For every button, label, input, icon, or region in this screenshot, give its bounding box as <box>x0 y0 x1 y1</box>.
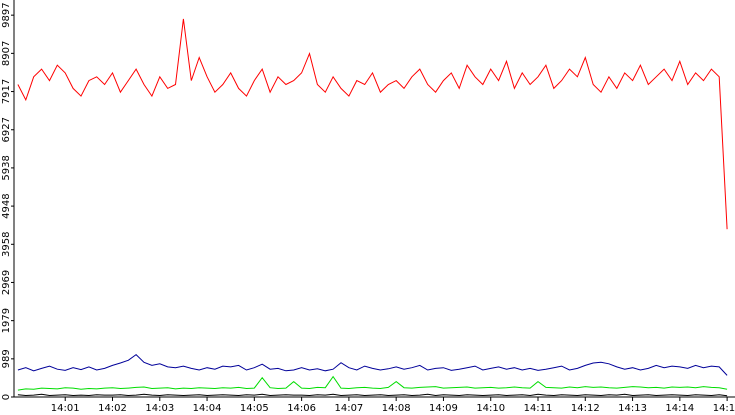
x-tick-label: 14:10 <box>476 403 505 414</box>
series-line <box>17 393 728 397</box>
y-tick-label: 6927 <box>1 117 12 142</box>
x-tick-label: 14:03 <box>145 403 174 414</box>
x-tick-label: 14:13 <box>618 403 647 414</box>
x-tick-label: 14:11 <box>524 403 553 414</box>
x-tick-label: 14:07 <box>334 403 363 414</box>
x-tick-label: 14:02 <box>98 403 127 414</box>
y-tick-label: 1979 <box>1 308 12 333</box>
x-tick-label: 14:09 <box>429 403 458 414</box>
x-tick-label: 14:15 <box>713 403 735 414</box>
x-tick-label: 14:08 <box>382 403 411 414</box>
y-tick-label: 8907 <box>1 41 12 66</box>
y-tick-label: 3958 <box>1 232 12 257</box>
y-tick-label: 5938 <box>1 155 12 180</box>
series-line <box>17 353 728 376</box>
x-tick-label: 14:04 <box>193 403 222 414</box>
y-tick-label: 989 <box>1 349 12 368</box>
x-tick-label: 14:01 <box>51 403 80 414</box>
y-tick-label: 2969 <box>1 270 12 295</box>
y-tick-label: 7917 <box>1 79 12 104</box>
x-tick-label: 14:05 <box>240 403 269 414</box>
x-tick-label: 14:12 <box>571 403 600 414</box>
series-line <box>17 375 728 391</box>
series-line <box>17 18 728 230</box>
y-tick-label: 4948 <box>1 193 12 218</box>
x-tick-label: 14:06 <box>287 403 316 414</box>
y-tick-label: 9897 <box>1 2 12 27</box>
y-tick-label: 0 <box>1 394 12 400</box>
x-tick-label: 14:14 <box>665 403 694 414</box>
